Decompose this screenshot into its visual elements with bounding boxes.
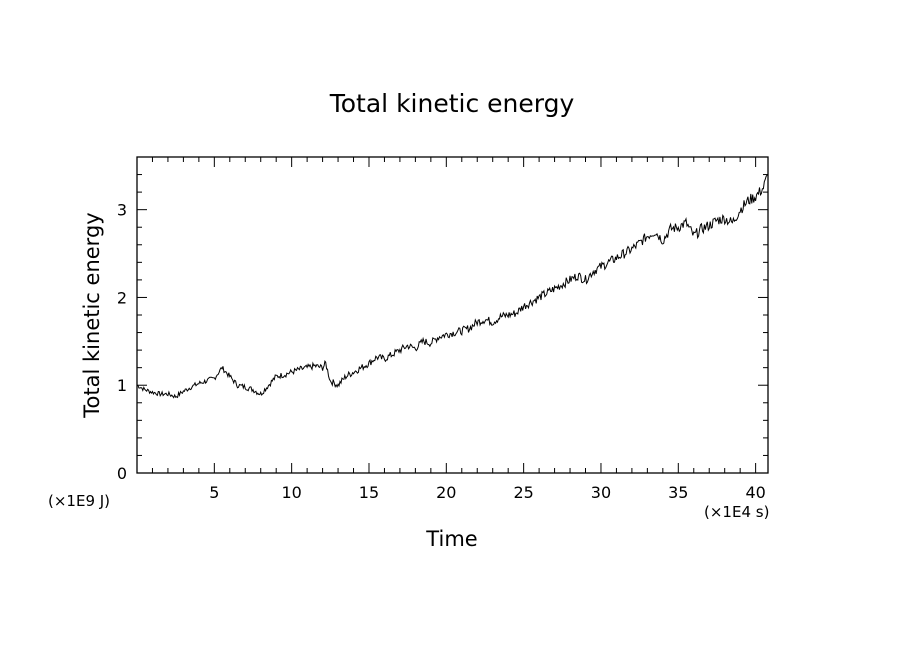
x-unit-note: (×1E4 s) xyxy=(704,503,769,521)
x-axis: 5 10 15 20 25 30 35 40 xyxy=(151,157,766,502)
x-tick-label: 10 xyxy=(281,483,301,502)
y-tick-label: 2 xyxy=(117,288,127,307)
plot-frame xyxy=(136,156,769,474)
series-line xyxy=(136,174,769,399)
x-tick-label: 30 xyxy=(591,483,611,502)
x-tick-label: 25 xyxy=(513,483,533,502)
x-axis-label: Time xyxy=(425,527,477,551)
y-axis: 0 1 2 3 xyxy=(117,156,768,483)
plot-area xyxy=(136,174,769,399)
x-tick-label: 5 xyxy=(209,483,219,502)
y-axis-label: Total kinetic energy xyxy=(80,212,104,418)
x-tick-label: 20 xyxy=(436,483,456,502)
y-tick-label: 3 xyxy=(117,201,127,220)
x-tick-label: 40 xyxy=(745,483,765,502)
x-tick-label: 35 xyxy=(668,483,688,502)
x-tick-label: 15 xyxy=(359,483,379,502)
chart-title: Total kinetic energy xyxy=(329,89,575,118)
y-tick-label: 1 xyxy=(117,376,127,395)
y-unit-note: (×1E9 J) xyxy=(48,492,110,510)
y-tick-label: 0 xyxy=(117,464,127,483)
